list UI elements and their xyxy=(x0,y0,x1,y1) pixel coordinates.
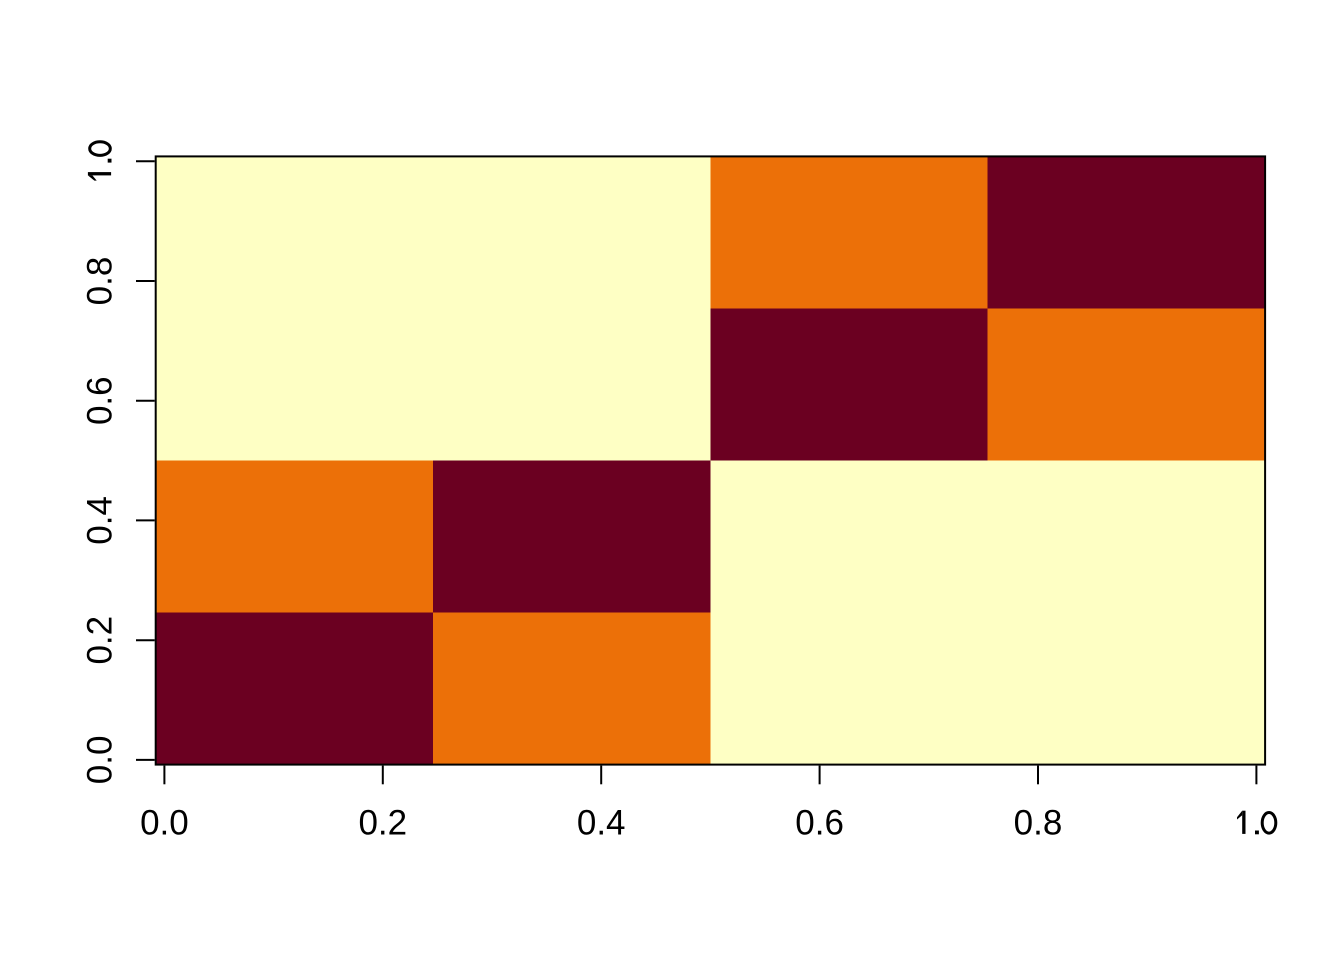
svg-text:0.2: 0.2 xyxy=(81,616,120,665)
svg-text:0.8: 0.8 xyxy=(1014,804,1063,843)
svg-text:0.6: 0.6 xyxy=(795,804,844,843)
svg-text:0.6: 0.6 xyxy=(81,376,120,425)
svg-text:0.2: 0.2 xyxy=(358,804,407,843)
svg-text:0.0: 0.0 xyxy=(81,736,120,785)
svg-text:0.8: 0.8 xyxy=(81,257,120,306)
svg-text:0.4: 0.4 xyxy=(81,496,120,545)
svg-text:0.0: 0.0 xyxy=(140,804,189,843)
svg-text:0.4: 0.4 xyxy=(577,804,626,843)
